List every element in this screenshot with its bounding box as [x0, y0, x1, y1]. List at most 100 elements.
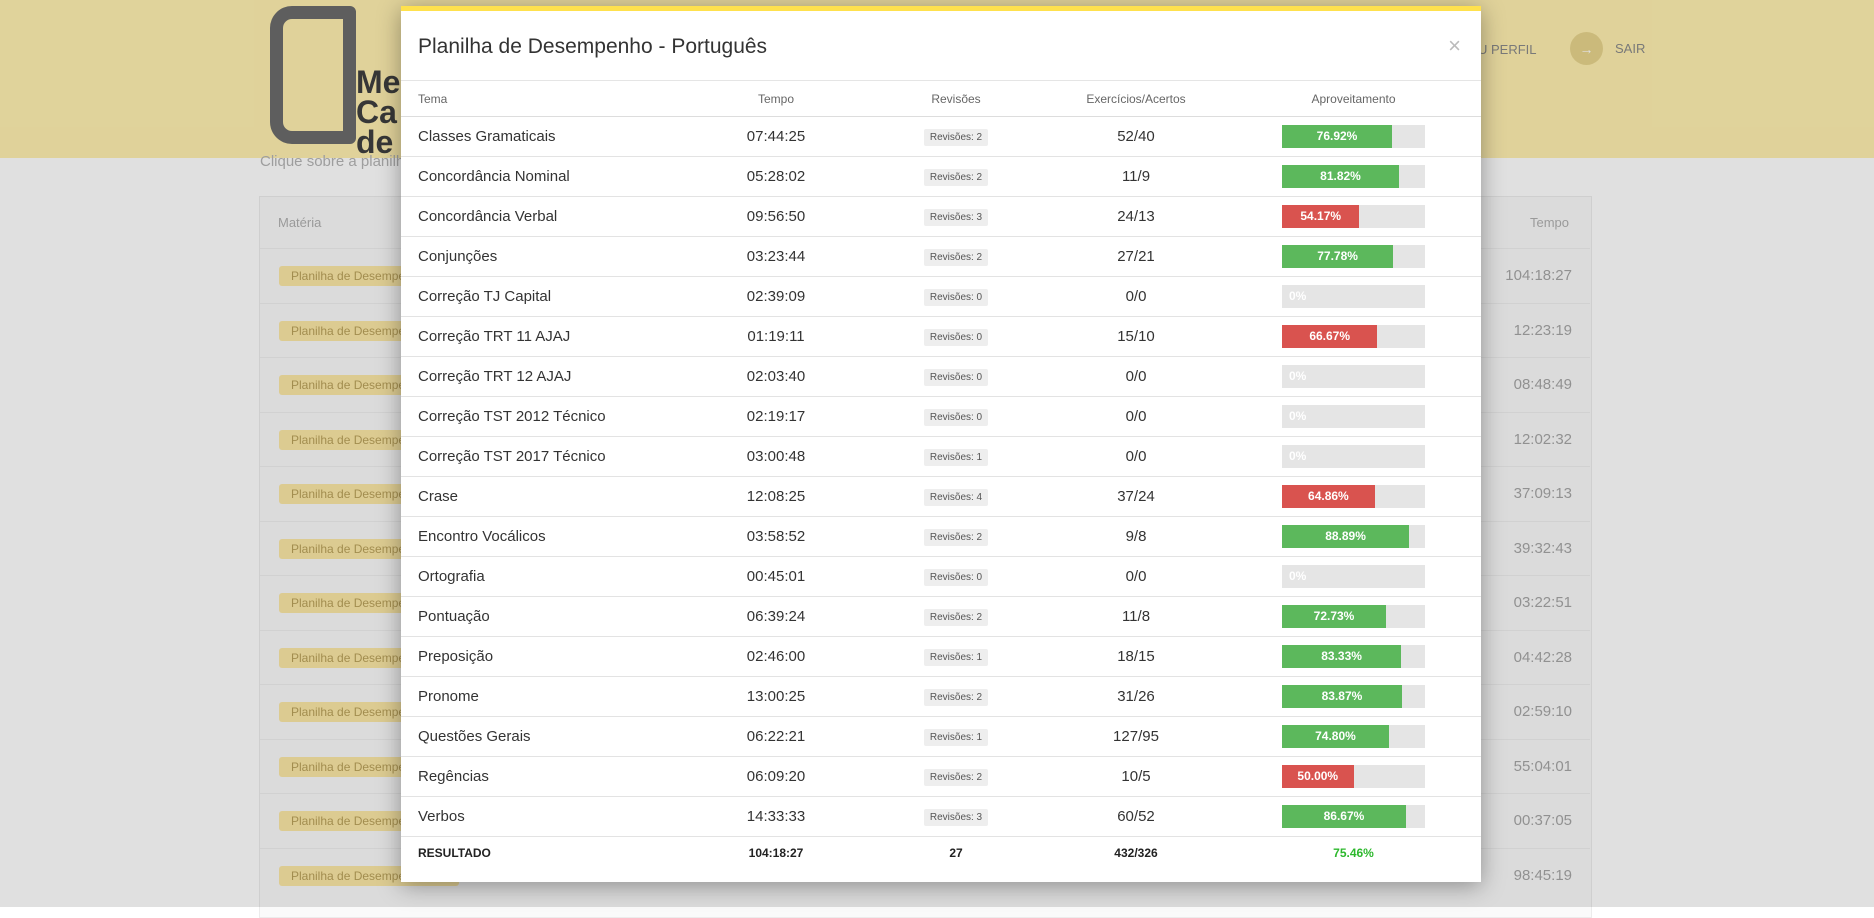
tempo-cell: 06:09:20: [686, 756, 866, 797]
total-exercicios: 432/326: [1114, 846, 1158, 860]
total-aproveitamento: 75.46%: [1333, 846, 1374, 860]
revisoes-cell: Revisões: 2: [866, 116, 1046, 157]
total-row: RESULTADO 104:18:27 27 432/326 75.46%: [401, 837, 1481, 870]
materia-time: 08:48:49: [1513, 376, 1572, 393]
tempo-cell: 03:58:52: [686, 516, 866, 557]
tema-cell: Ortografia: [401, 556, 686, 597]
progress-fill: [1282, 765, 1354, 788]
logo-book-icon: [270, 6, 356, 144]
table-row: Ortografia 00:45:01 Revisões: 0 0/0 0%: [401, 556, 1481, 597]
tempo-cell: 01:19:11: [686, 316, 866, 357]
progress-label: 72.73%: [1313, 609, 1355, 623]
progress-label: 0%: [1289, 369, 1307, 383]
progress-fill: [1282, 525, 1410, 548]
table-row: Conjunções 03:23:44 Revisões: 2 27/21 77.78%: [401, 236, 1481, 277]
exercicios-cell: 0/0: [1046, 276, 1226, 317]
aproveitamento-cell: 54.17%: [1226, 196, 1481, 237]
revisoes-cell: Revisões: 2: [866, 756, 1046, 797]
revisoes-cell: Revisões: 0: [866, 316, 1046, 357]
revisoes-badge: Revisões: 1: [923, 449, 989, 466]
revisoes-cell: Revisões: 2: [866, 596, 1046, 637]
revisoes-badge: Revisões: 0: [923, 369, 989, 386]
revisoes-cell: Revisões: 3: [866, 796, 1046, 837]
revisoes-cell: Revisões: 2: [866, 676, 1046, 717]
exercicios-cell: 0/0: [1046, 396, 1226, 437]
progress-label: 50.00%: [1297, 769, 1339, 783]
progress-label: 76.92%: [1316, 129, 1358, 143]
exercicios-cell: 27/21: [1046, 236, 1226, 277]
aproveitamento-cell: 0%: [1226, 436, 1481, 477]
close-icon[interactable]: ×: [1448, 33, 1461, 58]
revisoes-badge: Revisões: 4: [923, 489, 989, 506]
table-row: Correção TRT 12 AJAJ 02:03:40 Revisões: 0 0…: [401, 356, 1481, 397]
aproveitamento-cell: 81.82%: [1226, 156, 1481, 197]
revisoes-cell: Revisões: 1: [866, 436, 1046, 477]
progress-bar: 77.78%: [1282, 245, 1425, 268]
tempo-cell: 02:46:00: [686, 636, 866, 677]
progress-fill: [1282, 125, 1392, 148]
tempo-column-header: Tempo: [1530, 215, 1570, 230]
tempo-cell: 02:19:17: [686, 396, 866, 437]
tema-cell: Correção TJ Capital: [401, 276, 686, 317]
table-row: Concordância Verbal 09:56:50 Revisões: 3 24…: [401, 196, 1481, 237]
table-row: Pontuação 06:39:24 Revisões: 2 11/8 72.73%: [401, 596, 1481, 637]
exercicios-cell: 31/26: [1046, 676, 1226, 717]
revisoes-cell: Revisões: 2: [866, 236, 1046, 277]
tempo-cell: 06:22:21: [686, 716, 866, 757]
materia-time: 00:37:05: [1513, 812, 1572, 829]
revisoes-badge: Revisões: 0: [923, 329, 989, 346]
nav-perfil-link[interactable]: U PERFIL: [1478, 42, 1537, 57]
tema-cell: Concordância Verbal: [401, 196, 686, 237]
tempo-cell: 06:39:24: [686, 596, 866, 637]
total-label: RESULTADO: [418, 846, 491, 860]
revisoes-badge: Revisões: 0: [923, 569, 989, 586]
aproveitamento-cell: 83.33%: [1226, 636, 1481, 677]
aproveitamento-cell: 72.73%: [1226, 596, 1481, 637]
aproveitamento-cell: 0%: [1226, 276, 1481, 317]
progress-fill: [1282, 805, 1406, 828]
tema-cell: Crase: [401, 476, 686, 517]
tema-cell: Correção TST 2017 Técnico: [401, 436, 686, 477]
progress-bar: 86.67%: [1282, 805, 1425, 828]
tempo-cell: 02:03:40: [686, 356, 866, 397]
progress-fill: [1282, 725, 1389, 748]
table-row: Verbos 14:33:33 Revisões: 3 60/52 86.67%: [401, 796, 1481, 837]
exercicios-cell: 0/0: [1046, 556, 1226, 597]
revisoes-badge: Revisões: 3: [923, 809, 989, 826]
tempo-cell: 13:00:25: [686, 676, 866, 717]
table-row: Correção TST 2012 Técnico 02:19:17 Revisõe…: [401, 396, 1481, 437]
table-row: Correção TST 2017 Técnico 03:00:48 Revisõe…: [401, 436, 1481, 477]
aproveitamento-cell: 50.00%: [1226, 756, 1481, 797]
progress-bar: 0%: [1282, 565, 1425, 588]
logo-text-line-2: Ca: [356, 94, 397, 130]
exercicios-cell: 60/52: [1046, 796, 1226, 837]
progress-bar: 0%: [1282, 365, 1425, 388]
aproveitamento-cell: 0%: [1226, 556, 1481, 597]
progress-bar: 76.92%: [1282, 125, 1425, 148]
aproveitamento-cell: 74.80%: [1226, 716, 1481, 757]
aproveitamento-cell: 77.78%: [1226, 236, 1481, 277]
tempo-header: Tempo: [686, 82, 866, 117]
revisoes-badge: Revisões: 0: [923, 289, 989, 306]
tempo-cell: 05:28:02: [686, 156, 866, 197]
exercicios-cell: 15/10: [1046, 316, 1226, 357]
nav-sair-button[interactable]: → SAIR: [1570, 32, 1645, 65]
exercicios-cell: 37/24: [1046, 476, 1226, 517]
total-revisoes: 27: [949, 846, 963, 860]
progress-label: 0%: [1289, 409, 1307, 423]
progress-bar: 88.89%: [1282, 525, 1425, 548]
tema-cell: Verbos: [401, 796, 686, 837]
progress-bar: 54.17%: [1282, 205, 1425, 228]
exercicios-cell: 127/95: [1046, 716, 1226, 757]
nav-sair-label: SAIR: [1615, 41, 1646, 56]
revisoes-cell: Revisões: 0: [866, 276, 1046, 317]
exercicios-cell: 0/0: [1046, 356, 1226, 397]
tema-cell: Correção TST 2012 Técnico: [401, 396, 686, 437]
revisoes-cell: Revisões: 0: [866, 396, 1046, 437]
tempo-cell: 03:00:48: [686, 436, 866, 477]
progress-label: 66.67%: [1309, 329, 1351, 343]
materia-time: 98:45:19: [1513, 866, 1572, 884]
tema-cell: Correção TRT 12 AJAJ: [401, 356, 686, 397]
materia-time: 04:42:28: [1513, 648, 1572, 666]
revisoes-badge: Revisões: 2: [923, 769, 989, 786]
